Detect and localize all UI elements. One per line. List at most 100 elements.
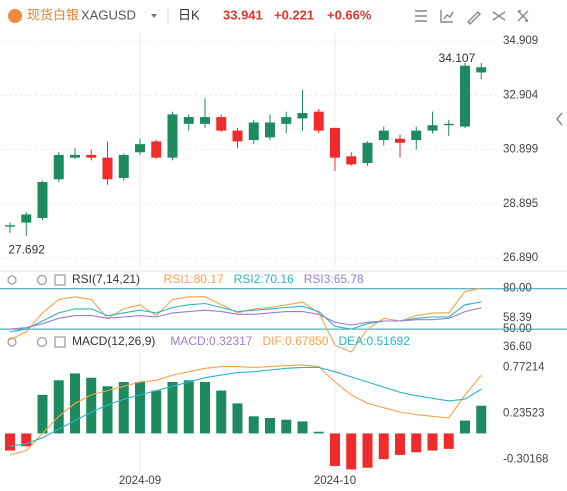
settings-icon[interactable] — [36, 336, 48, 348]
histogram-bar — [151, 390, 162, 434]
legend-entry: RSI1:80.17 — [164, 272, 224, 286]
y-tick-label: 0.77214 — [503, 361, 545, 373]
toggle-icon[interactable] — [54, 336, 66, 348]
candle-body — [102, 157, 113, 180]
series-line — [9, 366, 482, 447]
eye-icon[interactable] — [7, 275, 17, 285]
series-line — [9, 364, 482, 456]
histogram-bar — [53, 380, 64, 434]
candle-body — [411, 130, 422, 141]
tool-icon[interactable] — [492, 11, 506, 21]
histogram-bar — [216, 390, 227, 434]
histogram-bar — [476, 405, 487, 434]
histogram-bar — [362, 433, 373, 468]
candle-body — [21, 214, 32, 223]
candle-body — [200, 117, 210, 124]
candle-body — [281, 117, 292, 124]
candle-body — [216, 117, 227, 131]
panel-title: RSI(7,14,21) — [72, 272, 140, 286]
tool-icon[interactable] — [517, 10, 529, 22]
candle-body — [86, 154, 97, 158]
y-tick-label: 30.899 — [503, 144, 538, 156]
histogram-bar — [346, 433, 357, 470]
histogram-bar — [411, 433, 422, 453]
histogram-bar — [313, 431, 324, 434]
min-label: 27.692 — [8, 242, 45, 256]
tool-icon[interactable] — [415, 10, 427, 22]
collapse-arrow[interactable] — [556, 112, 563, 126]
tool-icon[interactable] — [467, 11, 481, 25]
y-tick-label: 32.904 — [503, 89, 539, 101]
candle-body — [167, 114, 178, 158]
histogram-bar — [265, 418, 275, 434]
eye-icon[interactable] — [7, 337, 17, 347]
histogram-bar — [37, 394, 48, 434]
candle-body — [232, 130, 243, 142]
y-tick-label: 36.60 — [503, 341, 532, 353]
candle-body — [395, 138, 405, 143]
panel-title: MACD(12,26,9) — [72, 334, 155, 348]
legend-entry: MACD:0.32317 — [170, 334, 252, 348]
candle-body — [265, 122, 275, 138]
histogram-bar — [86, 377, 97, 434]
candle-body — [297, 113, 308, 119]
candle-body — [248, 122, 259, 141]
settings-icon[interactable] — [36, 274, 48, 286]
histogram-bar — [200, 382, 210, 434]
histogram-bar — [102, 386, 113, 434]
candle-body — [427, 125, 438, 131]
candle-body — [362, 142, 373, 164]
y-tick-label: 0.23523 — [503, 407, 545, 419]
series-line — [9, 307, 482, 330]
histogram-bar — [21, 433, 32, 447]
y-tick-label: 58.39 — [503, 312, 532, 324]
candle-body — [5, 225, 15, 227]
histogram-bar — [183, 380, 194, 434]
legend-entry: DEA:0.51692 — [338, 334, 410, 348]
histogram-bar — [443, 433, 454, 449]
max-label: 34.107 — [439, 51, 476, 65]
y-tick-label: 34.909 — [503, 35, 538, 47]
macd-icons — [7, 336, 66, 348]
candle-body — [476, 67, 487, 73]
histogram-bar — [248, 416, 259, 434]
price: 33.941 — [223, 7, 263, 22]
instrument-name: 现货白银 — [27, 7, 79, 22]
header: 现货白银 XAGUSD 日K 33.941 +0.221 +0.66% — [8, 7, 529, 25]
candle-body — [135, 144, 145, 153]
y-tick-label: 28.895 — [503, 198, 538, 210]
y-tick-label: -0.30168 — [503, 453, 548, 465]
toolbar — [415, 10, 529, 25]
candle-body — [118, 154, 129, 178]
histogram-bar — [232, 403, 243, 434]
change: +0.221 — [274, 7, 314, 22]
candle-body — [53, 154, 64, 180]
candle-body — [346, 156, 357, 165]
toggle-icon[interactable] — [54, 274, 66, 286]
histogram-bar — [5, 433, 15, 451]
candle-body — [460, 65, 470, 127]
histogram-bar — [167, 382, 178, 434]
histogram-bar — [427, 433, 438, 451]
x-tick-label: 2024-09 — [119, 475, 161, 487]
histogram-bar — [330, 433, 340, 466]
histogram-bar — [135, 382, 145, 434]
instrument-symbol[interactable]: XAGUSD — [81, 7, 136, 22]
y-tick-label: 26.890 — [503, 252, 538, 264]
histogram-bar — [297, 421, 308, 434]
change-percent: +0.66% — [327, 7, 372, 22]
histogram-bar — [118, 382, 129, 434]
candle-body — [443, 123, 454, 126]
period[interactable]: 日K — [178, 7, 200, 22]
x-tick-label: 2024-10 — [314, 475, 356, 487]
dropdown-arrow[interactable] — [151, 14, 157, 18]
candle-body — [183, 117, 194, 124]
symbol-icon — [8, 9, 22, 23]
histogram-bar — [378, 433, 389, 460]
tool-icon[interactable] — [440, 10, 454, 23]
rsi-icons — [7, 274, 66, 286]
candle-body — [313, 111, 324, 131]
candle-body — [37, 181, 48, 218]
histogram-bar — [460, 420, 470, 434]
